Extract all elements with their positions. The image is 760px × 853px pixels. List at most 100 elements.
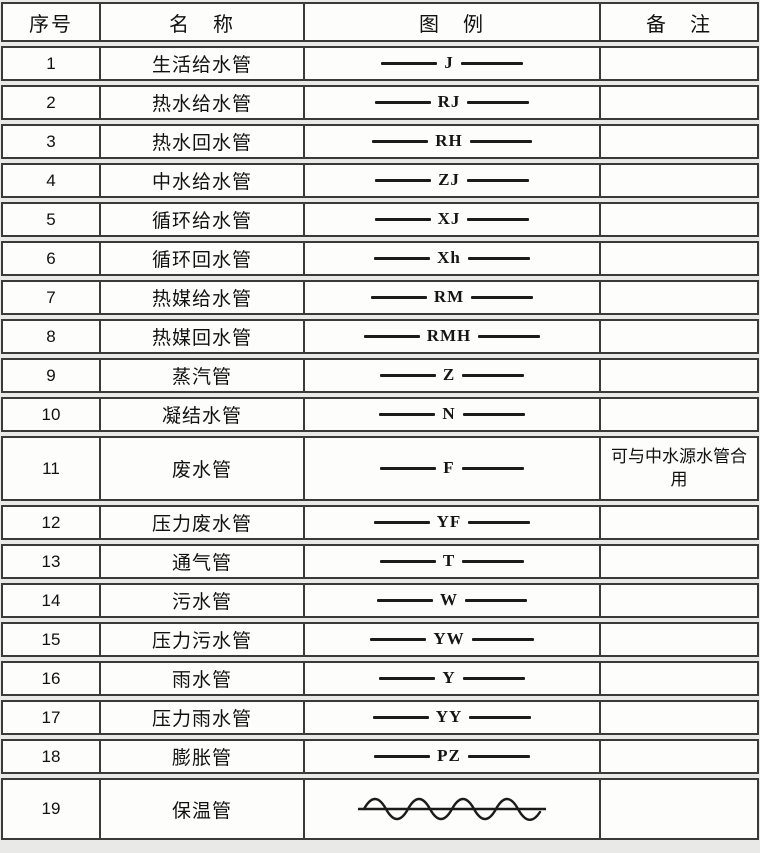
row-cell-legend: Y <box>305 663 601 694</box>
row-number: 19 <box>41 799 61 818</box>
row-number: 15 <box>41 629 61 649</box>
line-segment-right <box>462 413 525 416</box>
row-cell-remark <box>601 165 757 196</box>
row-cell-legend: XJ <box>305 204 601 235</box>
pipe-name: 生活给水管 <box>151 55 252 76</box>
row-number: 1 <box>46 53 56 73</box>
pipe-name: 热媒给水管 <box>151 289 252 310</box>
row-cell-no: 10 <box>3 399 101 430</box>
row-number: 17 <box>41 707 61 727</box>
pipe-code-label: Xh <box>437 248 461 267</box>
pipe-line-symbol: T <box>379 552 525 570</box>
row-cell-no: 13 <box>3 546 101 577</box>
pipe-name: 雨水管 <box>171 670 232 691</box>
row-cell-legend: RMH <box>305 321 601 352</box>
table-body: 1 生活给水管 J 2 热水给水管 <box>1 46 759 840</box>
row-cell-name: 循环给水管 <box>101 204 305 235</box>
pipe-line-symbol: Xh <box>374 248 530 267</box>
pipe-name: 压力雨水管 <box>151 709 252 730</box>
line-segment-right <box>467 257 530 260</box>
line-segment-right <box>469 140 532 143</box>
header-cell-remark: 备 注 <box>601 4 757 40</box>
row-cell-name: 蒸汽管 <box>101 360 305 391</box>
row-cell-name: 生活给水管 <box>101 48 305 79</box>
row-cell-legend: T <box>305 546 601 577</box>
table-row: 1 生活给水管 J <box>1 46 759 81</box>
row-cell-name: 压力污水管 <box>101 624 305 655</box>
table-row: 7 热媒给水管 RM <box>1 280 759 315</box>
line-segment-right <box>461 467 524 470</box>
row-number: 7 <box>46 287 56 307</box>
pipe-line-symbol: XJ <box>374 209 530 228</box>
row-cell-name: 循环回水管 <box>101 243 305 274</box>
row-cell-no: 19 <box>3 780 101 838</box>
pipe-line-symbol: PZ <box>374 747 530 765</box>
row-cell-remark <box>601 546 757 577</box>
pipe-name: 热媒回水管 <box>151 328 252 349</box>
pipe-code-label: RMH <box>426 326 472 345</box>
row-number: 4 <box>46 170 56 190</box>
pipe-name: 污水管 <box>171 592 232 613</box>
line-segment-left <box>363 335 420 338</box>
line-segment-left <box>372 716 429 719</box>
pipe-line-symbol: RJ <box>374 93 530 111</box>
line-segment-left <box>374 755 431 758</box>
line-segment-right <box>465 599 527 602</box>
row-cell-no: 9 <box>3 360 101 391</box>
header-label-legend: 图 例 <box>419 13 485 36</box>
line-segment-left <box>370 638 427 641</box>
row-cell-no: 8 <box>3 321 101 352</box>
row-cell-no: 4 <box>3 165 101 196</box>
line-segment-right <box>467 755 530 758</box>
pipe-line-symbol: YW <box>370 630 534 648</box>
pipe-code-label: Y <box>442 668 456 687</box>
table-row: 15 压力污水管 YW <box>1 622 759 657</box>
pipe-code-label: N <box>442 404 456 423</box>
pipe-code-label: W <box>440 590 458 609</box>
pipe-line-symbol: J <box>381 54 523 72</box>
row-cell-legend: RH <box>305 126 601 157</box>
row-cell-name: 污水管 <box>101 585 305 616</box>
line-segment-left <box>379 374 436 377</box>
row-cell-name: 压力雨水管 <box>101 702 305 733</box>
table-row: 17 压力雨水管 YY <box>1 700 759 735</box>
pipe-code-label: ZJ <box>438 170 460 189</box>
pipe-name: 热水回水管 <box>151 133 252 154</box>
table-row: 6 循环回水管 Xh <box>1 241 759 276</box>
pipe-line-symbol: RMH <box>363 326 541 345</box>
row-cell-no: 1 <box>3 48 101 79</box>
table-row: 8 热媒回水管 RMH <box>1 319 759 354</box>
table-row: 12 压力废水管 YF <box>1 505 759 540</box>
line-segment-left <box>372 140 429 143</box>
line-segment-right <box>467 218 530 221</box>
row-cell-remark: 可与中水源水管合用 <box>601 438 757 499</box>
line-segment-left <box>381 62 438 65</box>
row-cell-name: 保温管 <box>101 780 305 838</box>
table-row: 2 热水给水管 RJ <box>1 85 759 120</box>
pipe-name: 蒸汽管 <box>171 367 232 388</box>
row-cell-name: 雨水管 <box>101 663 305 694</box>
row-cell-no: 11 <box>3 438 101 499</box>
pipe-name: 膨胀管 <box>171 748 232 769</box>
header-cell-legend: 图 例 <box>305 4 601 40</box>
row-number: 9 <box>46 365 56 385</box>
pipe-name: 保温管 <box>171 800 232 822</box>
row-cell-no: 2 <box>3 87 101 118</box>
row-number: 8 <box>46 326 56 346</box>
pipe-code-label: Z <box>442 365 456 384</box>
row-cell-legend: ZJ <box>305 165 601 196</box>
pipe-line-symbol: ZJ <box>375 170 529 189</box>
row-cell-remark <box>601 741 757 772</box>
table-row: 19 保温管 <box>1 778 759 840</box>
pipe-line-symbol: Y <box>379 668 525 687</box>
line-segment-right <box>478 335 541 338</box>
pipe-code-label: F <box>443 458 455 477</box>
table-row: 3 热水回水管 RH <box>1 124 759 159</box>
pipe-code-label: XJ <box>437 209 461 228</box>
line-segment-left <box>374 257 431 260</box>
pipe-name: 凝结水管 <box>161 406 242 427</box>
row-number: 12 <box>41 512 61 532</box>
row-cell-legend: W <box>305 585 601 616</box>
row-number: 2 <box>46 92 56 112</box>
row-cell-remark <box>601 204 757 235</box>
